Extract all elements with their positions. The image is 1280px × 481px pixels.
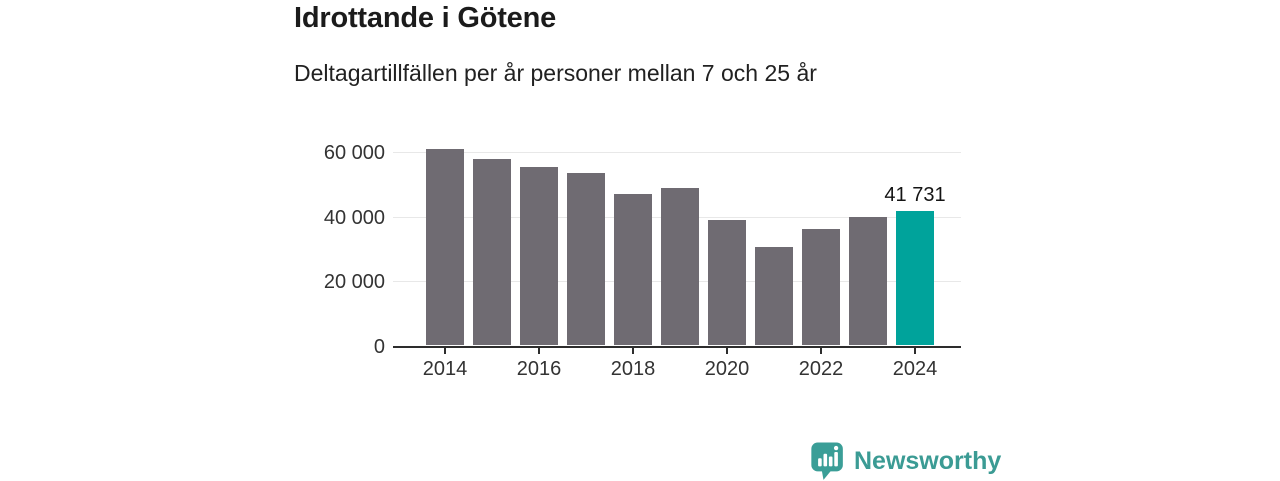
x-axis-label: 2020 [704,358,750,380]
x-axis-label: 2022 [798,358,844,380]
highlight-value-label: 41 731 [884,184,946,207]
bar-2019 [661,188,699,346]
x-axis-tick [726,348,728,354]
x-axis-label: 2024 [892,358,938,380]
newsworthy-logo-icon [811,442,843,480]
brand-name: Newsworthy [854,447,1002,475]
bar-2016 [520,167,558,346]
bar-2018 [614,193,652,346]
bar-2014 [426,149,464,346]
chart-title: Idrottande i Götene [294,2,557,34]
x-axis-tick [538,348,540,354]
x-axis-tick [914,348,916,354]
chart-subtitle: Deltagartillfällen per år personer mella… [294,60,817,86]
x-axis-tick [632,348,634,354]
bar-2015 [473,159,511,346]
x-axis-tick [820,348,822,354]
bar-2022 [802,228,840,346]
bar-2020 [708,219,746,346]
y-axis-label: 60 000 [323,142,385,165]
bar-2021 [755,246,793,346]
x-axis-label: 2018 [610,358,656,380]
bar-2017 [567,172,605,346]
x-axis-tick [444,348,446,354]
y-axis-label: 40 000 [323,206,385,229]
x-axis-line [393,345,961,348]
x-axis-label: 2016 [516,358,562,380]
gridline-60000 [393,152,961,154]
x-axis-label: 2014 [422,358,468,380]
y-axis-label: 0 [373,335,385,358]
y-axis-label: 20 000 [323,271,385,294]
bar-2023 [849,216,887,346]
bar-2024 [896,211,934,346]
brand-footer: Newsworthy [810,442,1002,480]
